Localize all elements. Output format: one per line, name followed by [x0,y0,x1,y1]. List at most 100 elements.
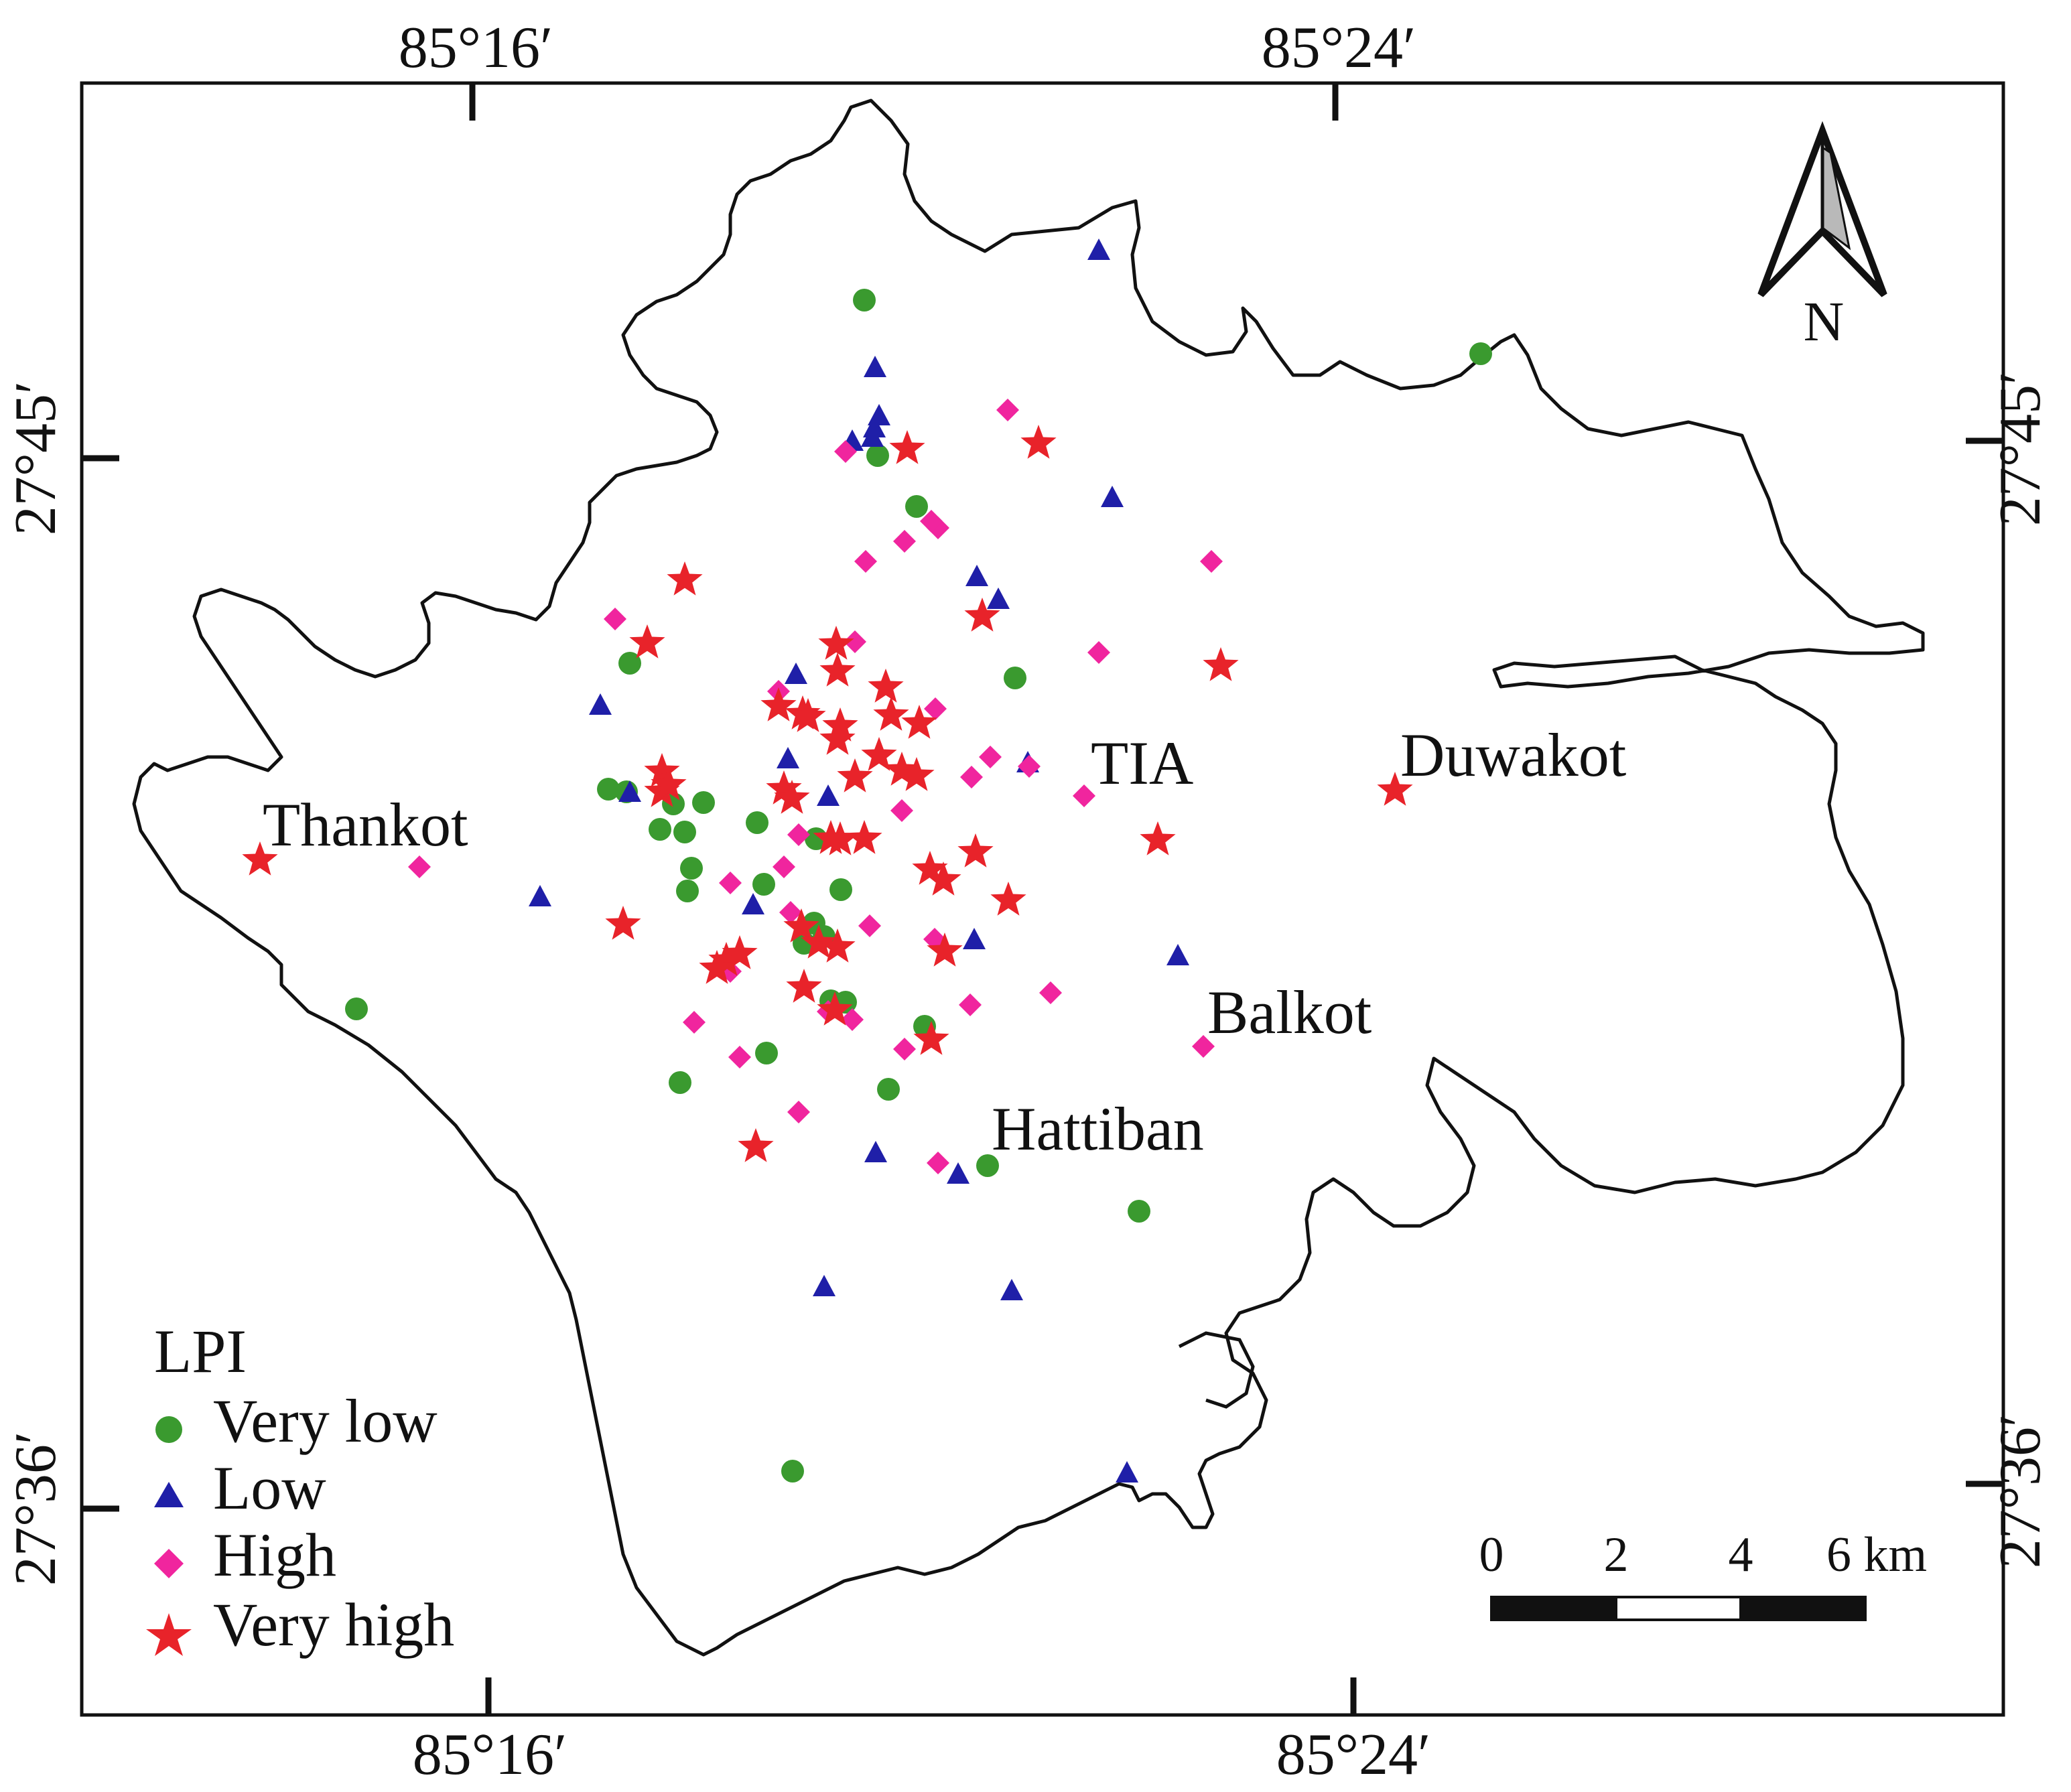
point-very-high [629,624,665,659]
scale-label-0: 0 [1479,1527,1504,1582]
point-very-low [676,880,699,902]
north-arrow-label: N [1804,291,1845,353]
lon-label-top-1: 85°16′ [399,15,553,80]
point-very-high [722,935,758,969]
point-low [777,747,799,768]
point-very-high [846,820,882,854]
point-very-high [667,561,703,596]
legend-symbol-very-high [146,1613,192,1656]
lat-label-left-1: 27°45′ [3,381,68,535]
point-very-high [873,697,909,731]
point-high [960,766,983,788]
point-very-high [801,924,837,959]
point-very-high [818,626,854,660]
point-low [963,928,986,949]
point-very-low [976,1154,999,1177]
north-arrow-icon [1757,121,1887,297]
legend: LPI Very low Low High Very high [146,1317,454,1659]
lon-label-bottom-1: 85°16′ [413,1722,567,1787]
scale-label-4: 4 [1729,1527,1753,1582]
scale-label-2: 2 [1604,1527,1629,1582]
point-high [996,399,1019,421]
point-high [834,440,857,463]
point-low [1116,1461,1138,1483]
scale-label-6km: 6 km [1826,1527,1927,1582]
legend-label-very-low: Very low [213,1387,438,1455]
point-very-low [829,878,852,901]
point-high [787,1101,810,1123]
point-low [742,893,764,914]
point-very-high [1203,647,1239,681]
point-high [959,993,982,1016]
lat-label-right-1: 27°45′ [1988,372,2053,526]
point-very-low [781,1460,804,1483]
point-very-low [755,1042,778,1064]
point-high [893,1038,916,1060]
point-low [529,885,551,906]
point-very-high [837,758,873,792]
legend-symbol-low [154,1482,184,1507]
point-very-high [242,841,278,876]
point-low [864,1141,887,1162]
point-very-low [1004,667,1026,689]
point-very-high [861,737,897,771]
point-very-high [813,820,849,854]
place-label-hattiban: Hattiban [992,1095,1204,1163]
legend-label-very-high: Very high [213,1590,454,1659]
point-very-low [680,857,703,880]
lon-label-bottom-2: 85°24′ [1276,1722,1430,1787]
point-high [719,872,742,894]
place-label-balkot: Balkot [1207,978,1372,1046]
point-low [1166,944,1189,965]
point-high [683,1011,706,1034]
point-very-high [766,770,802,805]
point-low [965,565,988,586]
point-very-low [649,818,671,841]
point-high [773,855,795,878]
point-very-low [866,444,889,467]
point-very-high [790,698,826,732]
lon-label-top-2: 85°24′ [1262,15,1416,80]
point-very-high [898,757,935,791]
point-low [863,416,886,437]
point-high [920,510,943,533]
point-high [787,823,810,846]
point-low [817,784,840,806]
point-very-high [605,906,641,940]
point-very-high [990,882,1026,916]
place-label-thankot: Thankot [263,790,468,859]
point-very-high [1140,821,1176,855]
lpi-points [242,238,1492,1483]
point-very-low [673,821,696,843]
scale-bar [1490,1596,1867,1621]
point-very-high [957,833,994,868]
legend-symbol-very-low [155,1416,182,1443]
point-high [1073,784,1095,807]
point-high [841,1008,864,1031]
point-high [927,1152,949,1174]
study-area-boundary [132,98,1925,1657]
point-low [868,404,890,425]
point-high [1018,755,1041,778]
place-label-duwakot: Duwakot [1400,721,1627,789]
point-very-low [877,1078,900,1101]
legend-symbol-high [154,1549,184,1578]
point-very-high [913,1021,949,1055]
point-very-high [644,753,680,787]
point-very-high [868,669,904,703]
point-very-high [651,766,687,801]
point-very-low [746,811,769,834]
point-high [1039,981,1062,1004]
point-low [864,356,886,377]
point-low [987,588,1010,609]
point-very-low [345,997,368,1020]
point-high [1192,1035,1215,1058]
point-low [1101,486,1124,507]
point-very-high [786,969,822,1003]
point-very-high [819,721,856,755]
place-label-tia: TIA [1091,729,1193,797]
point-high [604,608,626,630]
legend-label-low: Low [213,1454,326,1522]
